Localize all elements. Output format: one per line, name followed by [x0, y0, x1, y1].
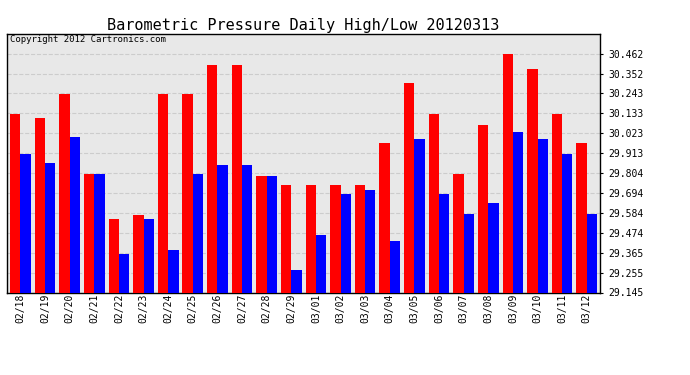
Bar: [256, 176, 266, 292]
Bar: [404, 83, 415, 292]
Bar: [341, 194, 351, 292]
Bar: [355, 184, 365, 292]
Bar: [586, 214, 597, 292]
Bar: [95, 174, 105, 292]
Bar: [576, 143, 586, 292]
Bar: [552, 114, 562, 292]
Bar: [21, 154, 31, 292]
Bar: [182, 94, 193, 292]
Bar: [538, 139, 548, 292]
Bar: [316, 236, 326, 292]
Bar: [59, 94, 70, 292]
Bar: [207, 65, 217, 292]
Bar: [34, 117, 45, 292]
Bar: [478, 125, 489, 292]
Bar: [489, 203, 499, 292]
Bar: [84, 174, 95, 292]
Bar: [502, 54, 513, 292]
Bar: [464, 214, 474, 292]
Bar: [193, 174, 203, 292]
Bar: [242, 165, 253, 292]
Bar: [513, 132, 523, 292]
Bar: [144, 219, 154, 292]
Bar: [158, 94, 168, 292]
Bar: [10, 114, 21, 292]
Bar: [281, 184, 291, 292]
Bar: [133, 215, 144, 292]
Bar: [108, 219, 119, 292]
Bar: [562, 154, 573, 292]
Bar: [168, 250, 179, 292]
Bar: [390, 241, 400, 292]
Bar: [45, 163, 55, 292]
Bar: [232, 65, 242, 292]
Bar: [380, 143, 390, 292]
Bar: [439, 194, 449, 292]
Title: Barometric Pressure Daily High/Low 20120313: Barometric Pressure Daily High/Low 20120…: [108, 18, 500, 33]
Bar: [428, 114, 439, 292]
Bar: [70, 138, 80, 292]
Bar: [266, 176, 277, 292]
Bar: [365, 190, 375, 292]
Text: Copyright 2012 Cartronics.com: Copyright 2012 Cartronics.com: [10, 35, 166, 44]
Bar: [217, 165, 228, 292]
Bar: [119, 254, 129, 292]
Bar: [306, 184, 316, 292]
Bar: [291, 270, 302, 292]
Bar: [415, 139, 425, 292]
Bar: [527, 69, 538, 292]
Bar: [331, 184, 341, 292]
Bar: [453, 174, 464, 292]
